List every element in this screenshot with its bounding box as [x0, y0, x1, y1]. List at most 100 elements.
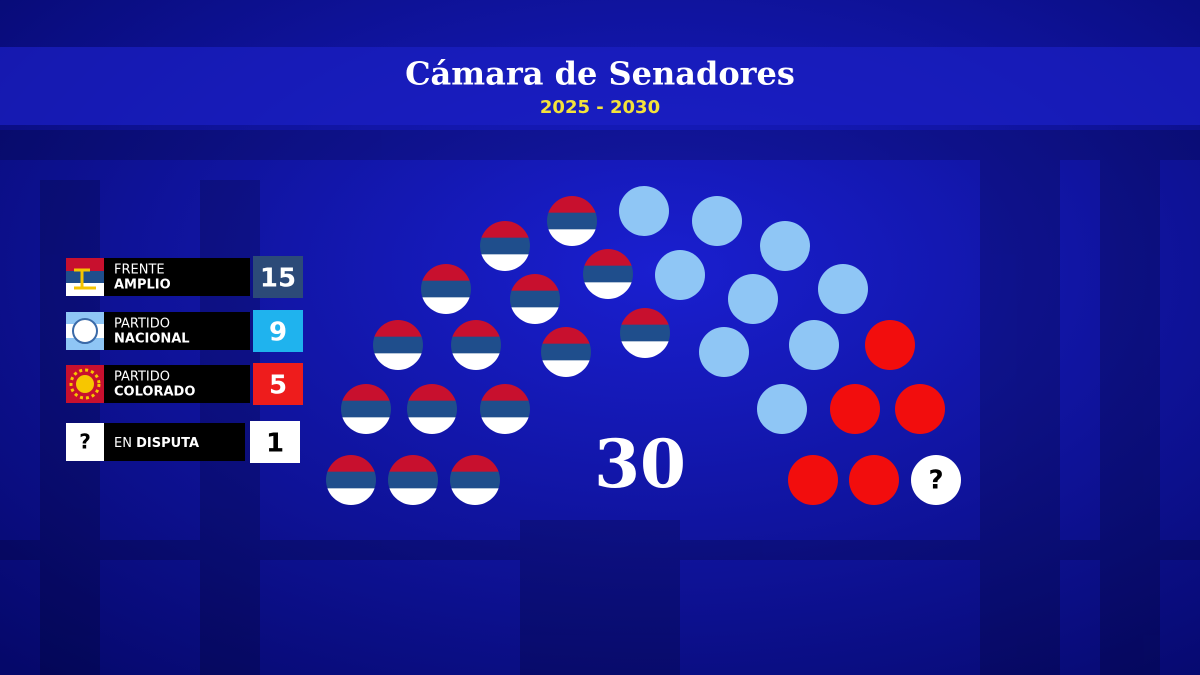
seat-stripe [450, 471, 500, 489]
seat-stripe [510, 290, 560, 308]
seat-stripe [583, 265, 633, 283]
seat-stripe [480, 237, 530, 255]
chart-title: Cámara de Senadores [405, 55, 795, 93]
seat-stripe [620, 324, 670, 342]
seat [895, 384, 945, 434]
seat-stripe [541, 327, 591, 345]
seat [421, 264, 471, 314]
seat [510, 274, 560, 324]
seat [865, 320, 915, 370]
seat [326, 455, 376, 505]
seat-stripe [451, 336, 501, 354]
seat-stripe [480, 254, 530, 271]
seat-stripe [388, 455, 438, 473]
seat [728, 274, 778, 324]
seat [655, 250, 705, 300]
legend-label-bg [104, 258, 250, 296]
legend-value-box [253, 363, 303, 405]
legend-label-bg [104, 423, 245, 461]
legend-name-bold: AMPLIO [114, 278, 171, 293]
seat-stripe [451, 320, 501, 338]
seat-stripe [547, 196, 597, 214]
seat-stripe [421, 297, 471, 314]
seat [818, 264, 868, 314]
seat-stripe [373, 320, 423, 338]
legend-name-light: FRENTE [114, 263, 165, 278]
legend-name: EN DISPUTA [114, 436, 199, 451]
seat-stripe [480, 417, 530, 434]
legend-name-bold: NACIONAL [114, 332, 190, 347]
legend-value: 1 [266, 429, 284, 459]
seat [760, 221, 810, 271]
seat [480, 221, 530, 271]
legend-name-bold: DISPUTA [136, 436, 199, 451]
seat-stripe [407, 400, 457, 418]
seat-stripe [547, 212, 597, 230]
legend-icon-label: ? [79, 430, 91, 454]
seat [757, 384, 807, 434]
seat-stripe [451, 353, 501, 370]
seat-stripe [341, 417, 391, 434]
seat-stripe [480, 384, 530, 402]
seat-stripe [583, 282, 633, 299]
seat-stripe [341, 384, 391, 402]
seat-stripe [620, 308, 670, 326]
seat [388, 455, 438, 505]
seat [407, 384, 457, 434]
seat [789, 320, 839, 370]
legend-name-light: EN [114, 436, 132, 451]
seat-stripe [388, 471, 438, 489]
icon-partido-nacional [66, 312, 104, 350]
seat [541, 327, 591, 377]
seat-stripe [341, 400, 391, 418]
seat-stripe [480, 221, 530, 239]
seat [373, 320, 423, 370]
seat-stripe [541, 343, 591, 361]
seat-stripe [421, 264, 471, 282]
seat-stripe [373, 353, 423, 370]
seat [480, 384, 530, 434]
total-seats: 30 [594, 425, 686, 503]
chart-subtitle: 2025 - 2030 [540, 97, 660, 118]
seat [620, 308, 670, 358]
seat-stripe [541, 360, 591, 377]
seat-stripe [388, 488, 438, 505]
icon-frente-amplio [66, 258, 104, 296]
legend-value-box [250, 421, 300, 463]
title-band [0, 47, 1200, 125]
legend-value: 5 [269, 371, 287, 401]
seat-stripe [480, 400, 530, 418]
legend-value: 15 [260, 264, 296, 294]
legend-value: 9 [269, 318, 287, 348]
seat-stripe [326, 488, 376, 505]
seat [547, 196, 597, 246]
seat [341, 384, 391, 434]
seat-stripe [583, 249, 633, 267]
seat [788, 455, 838, 505]
seat [450, 455, 500, 505]
seat-icon-label: ? [928, 466, 943, 496]
seat [699, 327, 749, 377]
seat [583, 249, 633, 299]
legend-name-bold: COLORADO [114, 385, 195, 400]
seat [911, 455, 961, 505]
seat-stripe [326, 455, 376, 473]
seat-stripe [620, 341, 670, 358]
legend-name-light: PARTIDO [114, 317, 170, 332]
icon-partido-colorado [66, 365, 104, 403]
legend-value-box [253, 256, 303, 298]
legend-name-light: PARTIDO [114, 370, 170, 385]
seat [619, 186, 669, 236]
seat-stripe [510, 274, 560, 292]
legend-value-box [253, 310, 303, 352]
icon-en-disputa [66, 423, 104, 461]
seat [830, 384, 880, 434]
seat-stripe [421, 280, 471, 298]
legend-label-bg [104, 365, 250, 403]
seat [692, 196, 742, 246]
seat [849, 455, 899, 505]
seat-stripe [510, 307, 560, 324]
seat-stripe [373, 336, 423, 354]
seat-stripe [450, 455, 500, 473]
